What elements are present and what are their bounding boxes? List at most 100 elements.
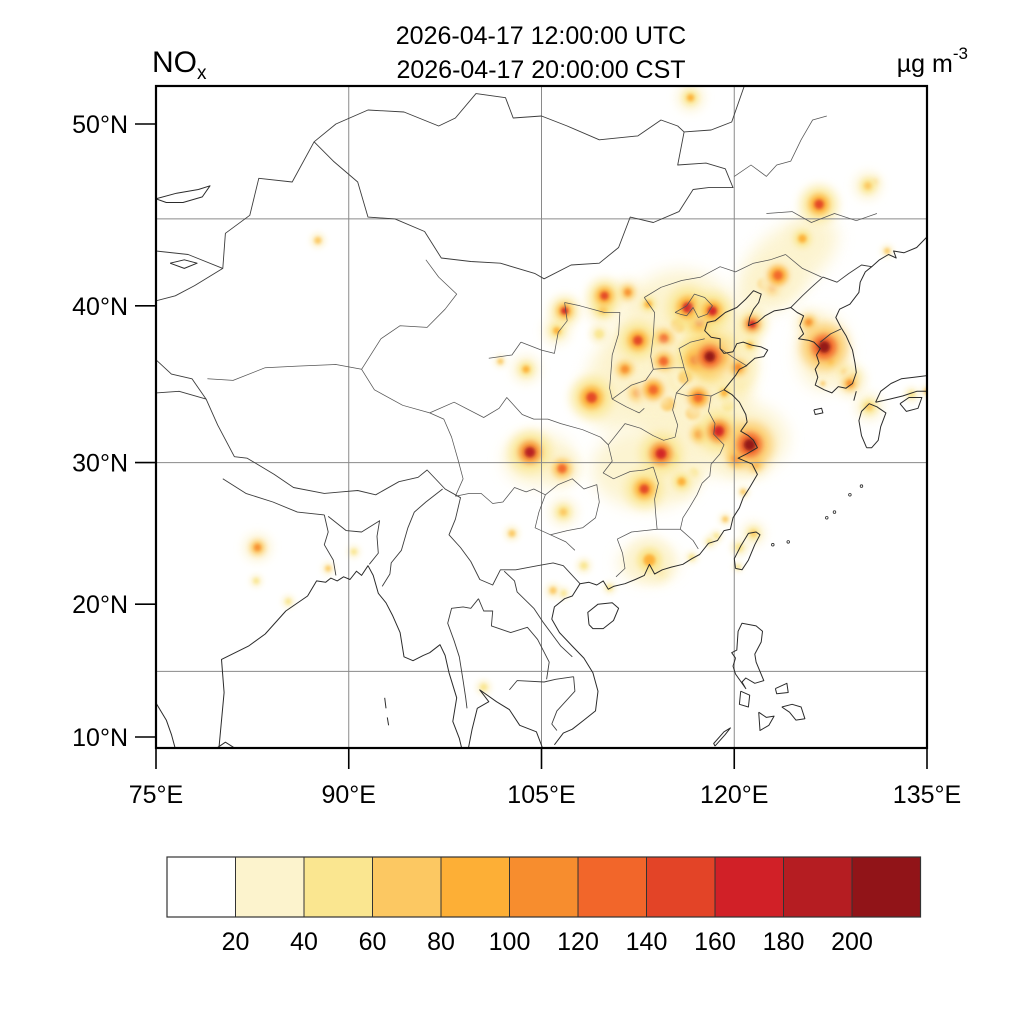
lon-tick-label: 75°E bbox=[129, 781, 183, 809]
hotspot-urumqi bbox=[314, 236, 322, 245]
colorbar-label: 20 bbox=[222, 928, 250, 956]
country-border bbox=[503, 570, 573, 658]
province-border bbox=[734, 115, 827, 177]
hotspot-wuhai bbox=[561, 307, 569, 315]
colorbar-label: 140 bbox=[626, 928, 668, 956]
hotspot-fuzhou bbox=[722, 516, 729, 523]
colorbar-label: 60 bbox=[359, 928, 387, 956]
hotspot-shenyang bbox=[773, 270, 783, 281]
hotspot-nanning bbox=[580, 562, 588, 570]
coastline bbox=[731, 622, 765, 690]
hotspot-shijiazhuang bbox=[658, 334, 669, 344]
hotspot-zhengzhou bbox=[648, 384, 659, 395]
hotspot-hohhot bbox=[623, 288, 632, 296]
hotspot-haiphong bbox=[560, 590, 567, 597]
hotspot-linfen bbox=[620, 365, 630, 374]
hotspot-busan bbox=[846, 379, 854, 388]
colorbar: 20 40 60 80 100 120 140 160 180 200 bbox=[166, 856, 922, 956]
coastline bbox=[386, 717, 390, 726]
hotspot-wuhan bbox=[655, 448, 667, 460]
coastline bbox=[774, 682, 789, 695]
province-border bbox=[207, 364, 362, 381]
country-border bbox=[820, 328, 842, 343]
hotspot-nanchang bbox=[677, 477, 686, 486]
coastline bbox=[156, 185, 211, 203]
hotspot-guangzhou bbox=[643, 554, 656, 567]
lon-tick-label: 120°E bbox=[700, 781, 768, 809]
hotspot-seoul bbox=[818, 340, 831, 353]
country-border bbox=[790, 264, 872, 308]
hotspot-xining bbox=[497, 358, 504, 365]
hotspot-kolkata bbox=[325, 565, 332, 572]
latlon-gridlines bbox=[156, 86, 927, 748]
province-border bbox=[708, 395, 725, 454]
hotspot-yinchuan bbox=[553, 327, 561, 335]
lon-tick-label: 105°E bbox=[507, 781, 575, 809]
province-border bbox=[534, 478, 600, 536]
hotspot-handan bbox=[658, 356, 669, 367]
colorbar-segment-9 bbox=[783, 856, 853, 918]
hotspot-shantou bbox=[688, 554, 695, 561]
country-border bbox=[509, 676, 574, 691]
province-border bbox=[719, 348, 748, 367]
colorbar-segment-3 bbox=[372, 856, 442, 918]
coastline bbox=[875, 375, 927, 403]
coastline bbox=[217, 741, 236, 748]
coastline bbox=[587, 602, 620, 630]
hotspot-gwangju bbox=[820, 381, 826, 386]
small-island bbox=[786, 540, 790, 544]
coastline bbox=[218, 565, 463, 748]
hotspot-chengdu bbox=[524, 446, 536, 458]
province-border bbox=[564, 302, 621, 400]
colorbar-label: 120 bbox=[557, 928, 599, 956]
hotspot-qingdao bbox=[733, 363, 743, 372]
colorbar-segment-0 bbox=[166, 856, 236, 918]
province-border bbox=[653, 338, 705, 370]
province-border bbox=[652, 466, 659, 530]
hotspot-chongqing bbox=[557, 463, 567, 474]
title-local: 2026-04-17 20:00:00 CST bbox=[396, 56, 685, 84]
country-border bbox=[156, 359, 581, 586]
lat-tick-label: 40°N bbox=[72, 293, 128, 321]
hotspot-shanghai bbox=[743, 438, 756, 451]
colorbar-segment-4 bbox=[440, 856, 510, 918]
coastline bbox=[467, 689, 544, 748]
hotspot-tangshan bbox=[707, 306, 718, 316]
coastline bbox=[858, 403, 887, 449]
hotspot-shaanxi-north bbox=[594, 329, 605, 339]
lat-tick-label: 20°N bbox=[72, 591, 128, 619]
hotspot-chita-region bbox=[686, 94, 695, 102]
hotspot-quanzhou bbox=[713, 533, 720, 540]
hotspot-vladivostok bbox=[884, 248, 891, 255]
country-border bbox=[551, 676, 576, 731]
coastline bbox=[738, 690, 751, 708]
hotspot-taiwan-west bbox=[735, 543, 744, 552]
hotspot-singrauli-india bbox=[253, 543, 262, 552]
province-border bbox=[612, 398, 645, 414]
hotspot-hanoi bbox=[549, 586, 557, 595]
hotspot-changsha bbox=[639, 484, 650, 494]
colorbar-segment-6 bbox=[577, 856, 647, 918]
hotspot-raipur-india bbox=[253, 577, 260, 584]
country-border bbox=[156, 390, 207, 400]
hotspot-pyongyang bbox=[805, 318, 813, 327]
coastlines-and-borders bbox=[156, 86, 927, 748]
small-island bbox=[832, 510, 837, 514]
coastline bbox=[899, 397, 923, 412]
coastline bbox=[758, 711, 775, 731]
province-border bbox=[674, 293, 713, 318]
province-border bbox=[520, 302, 568, 354]
colorbar-segment-7 bbox=[646, 856, 716, 918]
lat-tick-label: 50°N bbox=[72, 111, 128, 139]
province-border bbox=[617, 528, 681, 540]
province-border bbox=[608, 423, 676, 446]
coastline bbox=[853, 391, 857, 401]
coastline bbox=[551, 236, 927, 746]
hotspot-harbin bbox=[814, 199, 824, 210]
country-border bbox=[327, 516, 381, 565]
lon-tick-label: 90°E bbox=[322, 781, 376, 809]
axis-ticks: 75°E 90°E 105°E 120°E 135°E 10°N 20°N 30°N 40°N 5… bbox=[72, 111, 961, 809]
colorbar-label: 80 bbox=[427, 928, 455, 956]
province-border bbox=[488, 341, 522, 359]
